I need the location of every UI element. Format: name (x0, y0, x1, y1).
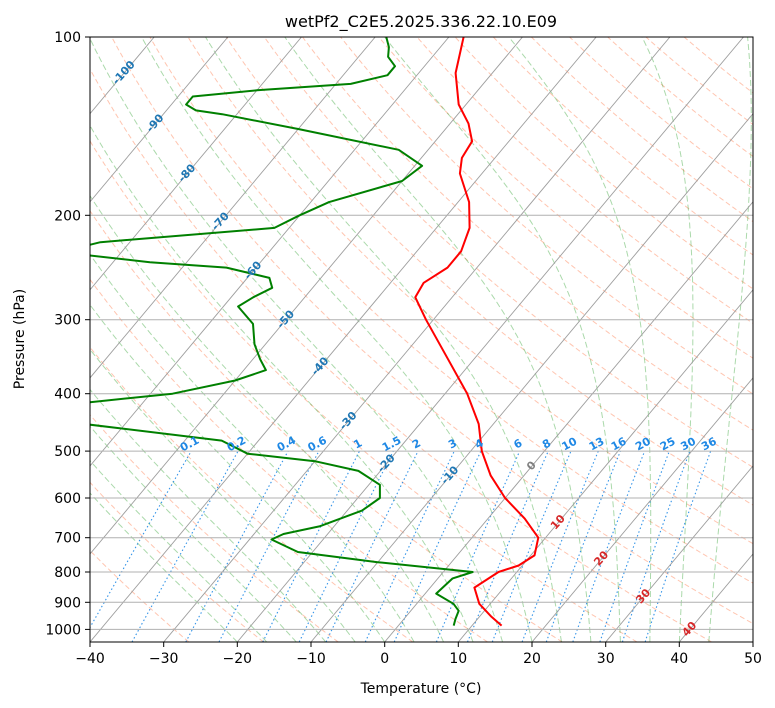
dewpoint-profile (90, 37, 474, 626)
mixing-ratio-line (572, 450, 646, 642)
isotherm-line (236, 37, 744, 642)
dry-adiabat (263, 37, 753, 468)
y-tick-label: 300 (54, 313, 81, 329)
mixing-ratio-label: 13 (587, 435, 607, 454)
moist-adiabat (90, 492, 238, 642)
mixing-ratio-label: 20 (633, 435, 653, 454)
x-tick-label: −20 (223, 651, 253, 667)
x-tick-label: 30 (597, 651, 615, 667)
x-tick-label: 0 (380, 651, 389, 667)
mixing-ratio-line (644, 450, 712, 642)
moist-adiabat (641, 37, 694, 642)
moist-adiabat (90, 124, 474, 642)
y-tick-label: 1000 (45, 622, 81, 638)
dry-adiabat (225, 37, 753, 506)
dry-adiabat (90, 278, 488, 642)
moist-adiabat (90, 37, 503, 642)
background-lines (90, 37, 753, 642)
moist-adiabat (384, 37, 621, 642)
isotherm-line (90, 37, 229, 203)
moist-adiabat (141, 37, 533, 642)
isotherm-line (531, 377, 753, 642)
plot-background (90, 37, 753, 642)
mixing-ratio-line (621, 450, 691, 642)
x-tick-label: −10 (296, 651, 326, 667)
x-tick-label: 10 (449, 651, 467, 667)
dry-adiabat (90, 67, 712, 642)
mixing-ratio-line (185, 450, 289, 642)
y-tick-label: 400 (54, 387, 81, 403)
y-tick-label: 200 (54, 208, 81, 224)
mixing-ratio-label: 25 (658, 435, 678, 454)
dry-adiabat (90, 481, 264, 642)
isotherm-line (605, 465, 753, 642)
dry-adiabat (90, 209, 563, 642)
dry-adiabat (340, 37, 753, 395)
moist-adiabat (284, 37, 592, 642)
y-tick-label: 500 (54, 444, 81, 460)
y-tick-label: 900 (54, 595, 81, 611)
moist-adiabat (90, 425, 297, 642)
profile-lines (90, 37, 540, 627)
mixing-ratio-line (435, 450, 521, 642)
isotherm-line (457, 289, 753, 642)
x-axis-label: Temperature (°C) (360, 681, 482, 697)
x-tick-label: −40 (75, 651, 105, 667)
dry-adiabat (90, 414, 339, 642)
dry-adiabat (187, 37, 753, 545)
mixing-ratio-line (521, 450, 599, 642)
mixing-ratio-line (298, 450, 394, 642)
y-tick-label: 800 (54, 565, 81, 581)
mixing-ratio-label: 36 (699, 435, 719, 454)
moist-adiabat (90, 348, 356, 642)
isotherm-line (384, 201, 753, 642)
moist-adiabat (708, 37, 752, 642)
isotherm-line (90, 37, 302, 291)
plot-frame (89, 36, 754, 643)
x-tick-label: 40 (670, 651, 688, 667)
moist-adiabat (90, 194, 445, 642)
mixing-ratio-label: 30 (678, 435, 698, 454)
y-tick-label: 100 (54, 30, 81, 46)
dry-adiabat (149, 37, 753, 584)
moist-adiabat (508, 37, 652, 642)
y-tick-label: 600 (54, 491, 81, 507)
isotherm-line (90, 37, 523, 555)
dry-adiabat (378, 37, 753, 359)
dry-adiabat (90, 140, 638, 642)
mixing-ratio-line (466, 450, 549, 642)
isotherm-line (90, 37, 376, 379)
y-axis-label: Pressure (hPa) (12, 289, 28, 389)
mixing-ratio-line (545, 450, 621, 642)
x-tick-label: −30 (149, 651, 179, 667)
y-tick-label: 700 (54, 531, 81, 547)
moist-adiabat (90, 388, 327, 642)
temperature-profile (414, 37, 540, 627)
mixing-ratio-label: 10 (560, 435, 580, 454)
isotherm-line (90, 37, 450, 467)
mixing-ratio-line (599, 450, 670, 642)
mixing-ratio-line (262, 450, 360, 642)
isotherm-line (163, 37, 671, 642)
axis-ticks: −40 −30 −20 −10 0 10 20 30 40 50 100 200 300 400 500 60… (45, 30, 762, 667)
isotherm-line (90, 37, 597, 642)
dry-adiabat (454, 37, 753, 290)
moist-adiabat (90, 459, 268, 642)
isotherm-line (310, 113, 753, 642)
x-tick-label: 50 (744, 651, 762, 667)
moist-adiabat (90, 253, 415, 642)
mixing-ratio-label: 16 (609, 435, 629, 454)
chart-title: wetPf2_C2E5.2025.336.22.10.E09 (285, 12, 557, 32)
x-tick-label: 20 (523, 651, 541, 667)
